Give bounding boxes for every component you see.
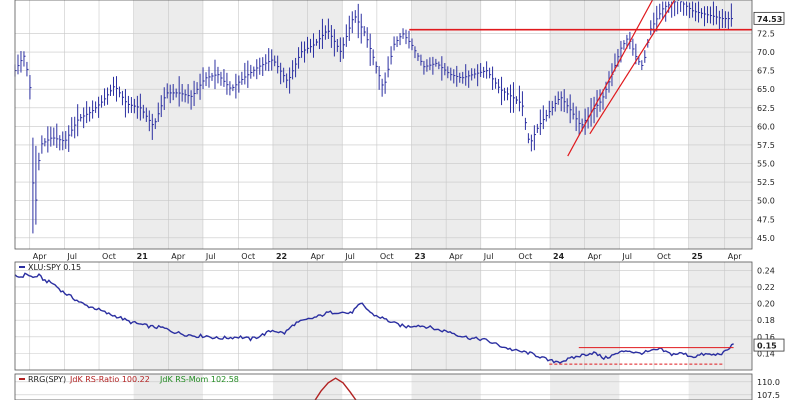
price-y-tick-label: 55.0	[757, 160, 775, 169]
rrg-year-shade	[133, 374, 203, 400]
price-y-tick-label: 47.5	[757, 215, 775, 224]
ratio-y-tick-label: 0.18	[757, 316, 775, 325]
rrg-border	[14, 373, 753, 400]
x-tick-label: Oct	[241, 252, 255, 261]
price-year-shade	[688, 0, 752, 249]
rrg-year-shade	[550, 374, 620, 400]
x-tick-label: 21	[137, 252, 149, 261]
price-y-tick-label: 62.5	[757, 104, 775, 113]
x-tick-label: Jul	[344, 252, 355, 261]
x-tick-label: Oct	[380, 252, 394, 261]
rrg-year-shade	[688, 374, 752, 400]
rrg-year-shade	[411, 374, 481, 400]
channel-line	[589, 0, 676, 135]
ratio-legend-label: XLU:SPY 0.15	[28, 263, 81, 272]
price-last-value: 74.53	[757, 15, 782, 24]
rrg-legend-mom: JdK RS-Mom 102.58	[159, 375, 239, 384]
price-y-tick-label: 50.0	[757, 197, 775, 206]
channel-line	[567, 0, 654, 157]
ratio-last-value-box	[753, 338, 785, 352]
ratio-y-tick-label: 0.16	[757, 333, 775, 342]
ratio-legend-swatch	[19, 266, 25, 268]
x-tick-label: Apr	[588, 252, 603, 261]
rrg-y-tick-label: 107.5	[757, 391, 780, 400]
price-y-tick-label: 52.5	[757, 178, 775, 187]
price-y-tick-label: 72.5	[757, 29, 775, 38]
price-border	[14, 0, 753, 250]
ratio-y-tick-label: 0.22	[757, 283, 775, 292]
ratio-border	[14, 261, 753, 371]
x-tick-label: Oct	[657, 252, 671, 261]
ratio-year-shade	[688, 262, 752, 370]
price-y-tick-label: 60.0	[757, 122, 775, 131]
x-tick-label: Jul	[483, 252, 494, 261]
rrg-year-shade	[272, 374, 343, 400]
ratio-y-tick-label: 0.24	[757, 266, 775, 275]
rrg-legend-ratio: JdK RS-Ratio 100.22	[69, 375, 150, 384]
price-y-tick-label: 70.0	[757, 48, 775, 57]
x-tick-label: 24	[553, 252, 565, 261]
rrg-legend-label: RRG(SPY)	[28, 375, 66, 384]
price-y-tick-label: 57.5	[757, 141, 775, 150]
price-background	[15, 0, 752, 249]
x-tick-label: Apr	[171, 252, 186, 261]
x-tick-label: Oct	[518, 252, 532, 261]
price-y-tick-label: 65.0	[757, 85, 775, 94]
x-tick-label: Apr	[311, 252, 326, 261]
price-panel: 45.0 47.5 50.0 52.5 55.0 57.5 60.0 62.5 65.0 67.5…	[14, 0, 785, 261]
price-y-tick-label: 67.5	[757, 67, 775, 76]
rrg-y-tick-label: 110.0	[757, 378, 780, 387]
x-tick-label: 22	[276, 252, 287, 261]
x-tick-label: Apr	[728, 252, 743, 261]
x-tick-label: Oct	[102, 252, 116, 261]
rrg-ratio-line	[314, 377, 357, 400]
x-tick-label: 25	[692, 252, 704, 261]
x-tick-label: Jul	[621, 252, 632, 261]
rrg-panel: 107.5 110.0	[14, 373, 780, 400]
ratio-last-value: 0.15	[757, 342, 777, 351]
ratio-y-tick-label: 0.14	[757, 349, 775, 358]
x-tick-label: 23	[415, 252, 426, 261]
x-tick-label: Apr	[449, 252, 464, 261]
x-tick-label: Apr	[33, 252, 48, 261]
price-y-tick-label: 45.0	[757, 234, 775, 243]
x-tick-label: Jul	[205, 252, 216, 261]
ratio-panel: 0.14 0.16 0.18 0.20 0.22 0.24 0.15	[14, 261, 785, 371]
price-last-value-box	[753, 11, 785, 25]
ratio-series-line	[14, 272, 734, 364]
ratio-y-tick-label: 0.20	[757, 300, 775, 309]
rrg-legend-swatch	[19, 378, 25, 380]
x-tick-label: Jul	[66, 252, 77, 261]
